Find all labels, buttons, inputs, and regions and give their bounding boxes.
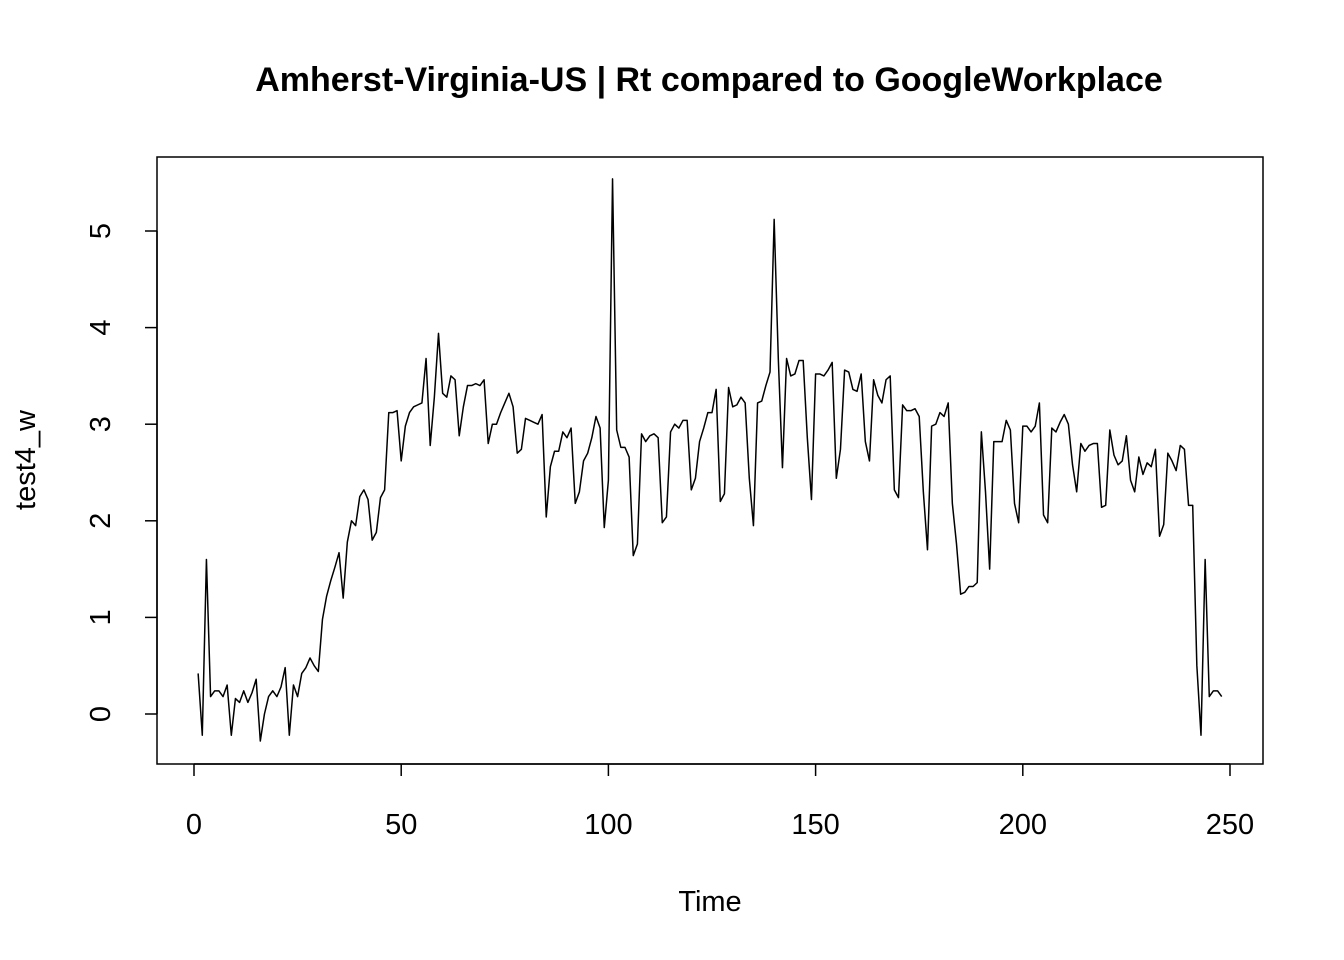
plot-frame (156, 156, 1264, 765)
y-tick-label: 4 (85, 320, 117, 336)
x-tick-label: 200 (999, 809, 1047, 841)
x-tick-label: 100 (584, 809, 632, 841)
x-tick-label: 0 (186, 809, 202, 841)
y-tick-label: 3 (85, 416, 117, 432)
series-layer (197, 178, 1223, 742)
x-axis-label: Time (678, 886, 741, 918)
x-tick-label: 250 (1206, 809, 1254, 841)
y-axis-label: test4_w (10, 409, 42, 510)
y-tick-label: 2 (85, 513, 117, 529)
y-tick-label: 5 (85, 223, 117, 239)
y-tick-label: 1 (85, 609, 117, 625)
chart-title: Amherst-Virginia-US | Rt compared to Goo… (255, 61, 1163, 99)
y-axis: 0 1 2 3 4 5 (85, 223, 158, 722)
y-tick-label: 0 (85, 706, 117, 722)
x-tick-label: 50 (385, 809, 417, 841)
x-tick-label: 150 (791, 809, 839, 841)
series-line-1 (197, 178, 1223, 742)
x-axis: 0 50 100 150 200 250 (186, 763, 1254, 841)
